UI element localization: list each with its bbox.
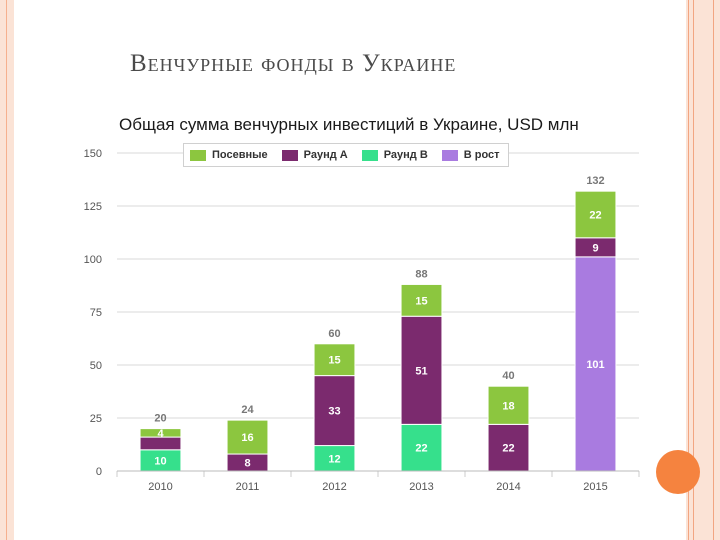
total-label: 88	[415, 268, 427, 280]
data-label: 16	[241, 432, 253, 444]
data-label: 15	[328, 355, 340, 367]
y-tick-label: 0	[96, 466, 102, 478]
right-border-line	[713, 0, 714, 540]
data-label: 33	[328, 406, 340, 418]
data-label: 4	[157, 428, 164, 440]
bar-segment	[226, 419, 269, 455]
y-tick-label: 25	[90, 413, 102, 425]
data-label: 18	[502, 400, 514, 412]
orange-circle-decoration	[656, 450, 700, 494]
right-border-line	[693, 0, 694, 540]
y-tick-label: 150	[84, 148, 102, 160]
chart-title: Общая сумма венчурных инвестиций в Украи…	[119, 115, 579, 134]
bar-segment	[313, 343, 356, 377]
data-label: 22	[502, 443, 514, 455]
legend-label: В рост	[463, 149, 500, 161]
right-border-decoration	[686, 0, 720, 540]
x-tick-label: 2013	[409, 481, 433, 493]
chart-legend: Посевные Раунд А Раунд В В рост	[183, 143, 509, 167]
x-tick-label: 2014	[496, 481, 520, 493]
legend-label: Раунд А	[303, 149, 348, 161]
bar-segment	[400, 283, 443, 317]
x-tick-label: 2012	[322, 481, 346, 493]
legend-swatch-round-a	[281, 149, 298, 161]
data-label: 8	[244, 458, 250, 470]
legend-swatch-growth	[441, 149, 458, 161]
total-label: 40	[502, 370, 514, 382]
bar-segment	[400, 315, 443, 425]
x-tick-label: 2015	[583, 481, 607, 493]
left-border-line	[6, 0, 7, 540]
legend-label: Раунд В	[383, 149, 428, 161]
bar-segment	[139, 428, 182, 438]
total-label: 20	[154, 413, 166, 425]
legend-swatch-seed	[190, 149, 206, 161]
data-label: 10	[154, 455, 166, 467]
data-label: 15	[415, 295, 427, 307]
bar-segment	[400, 423, 443, 472]
x-tick-label: 2010	[148, 481, 172, 493]
slide-title: Венчурные фонды в Украине	[130, 50, 457, 77]
legend-item-round-a: Раунд А	[281, 149, 348, 161]
y-tick-label: 125	[84, 201, 102, 213]
left-border-decoration	[0, 0, 14, 540]
bar-segment	[574, 256, 617, 472]
total-label: 60	[328, 328, 340, 340]
bar-segment	[313, 445, 356, 472]
legend-swatch-round-b	[361, 149, 378, 161]
data-label: 22	[589, 209, 601, 221]
total-label: 132	[586, 175, 604, 187]
total-label: 24	[241, 404, 254, 416]
data-label: 9	[592, 242, 598, 254]
legend-item-seed: Посевные	[190, 149, 268, 161]
legend-item-round-b: Раунд В	[361, 149, 428, 161]
bar-segment	[487, 385, 530, 425]
bar-segment	[313, 375, 356, 447]
legend-item-growth: В рост	[441, 149, 500, 161]
x-tick-label: 2011	[236, 481, 260, 493]
y-tick-label: 100	[84, 254, 102, 266]
legend-label: Посевные	[212, 149, 268, 161]
y-tick-label: 75	[90, 307, 102, 319]
bar-segment	[574, 190, 617, 239]
data-label: 22	[415, 443, 427, 455]
data-label: 51	[415, 365, 427, 377]
y-tick-label: 50	[90, 360, 102, 372]
right-border-line	[688, 0, 689, 540]
circle-mask	[640, 440, 656, 504]
data-label: 12	[328, 453, 340, 465]
data-label: 101	[586, 359, 604, 371]
